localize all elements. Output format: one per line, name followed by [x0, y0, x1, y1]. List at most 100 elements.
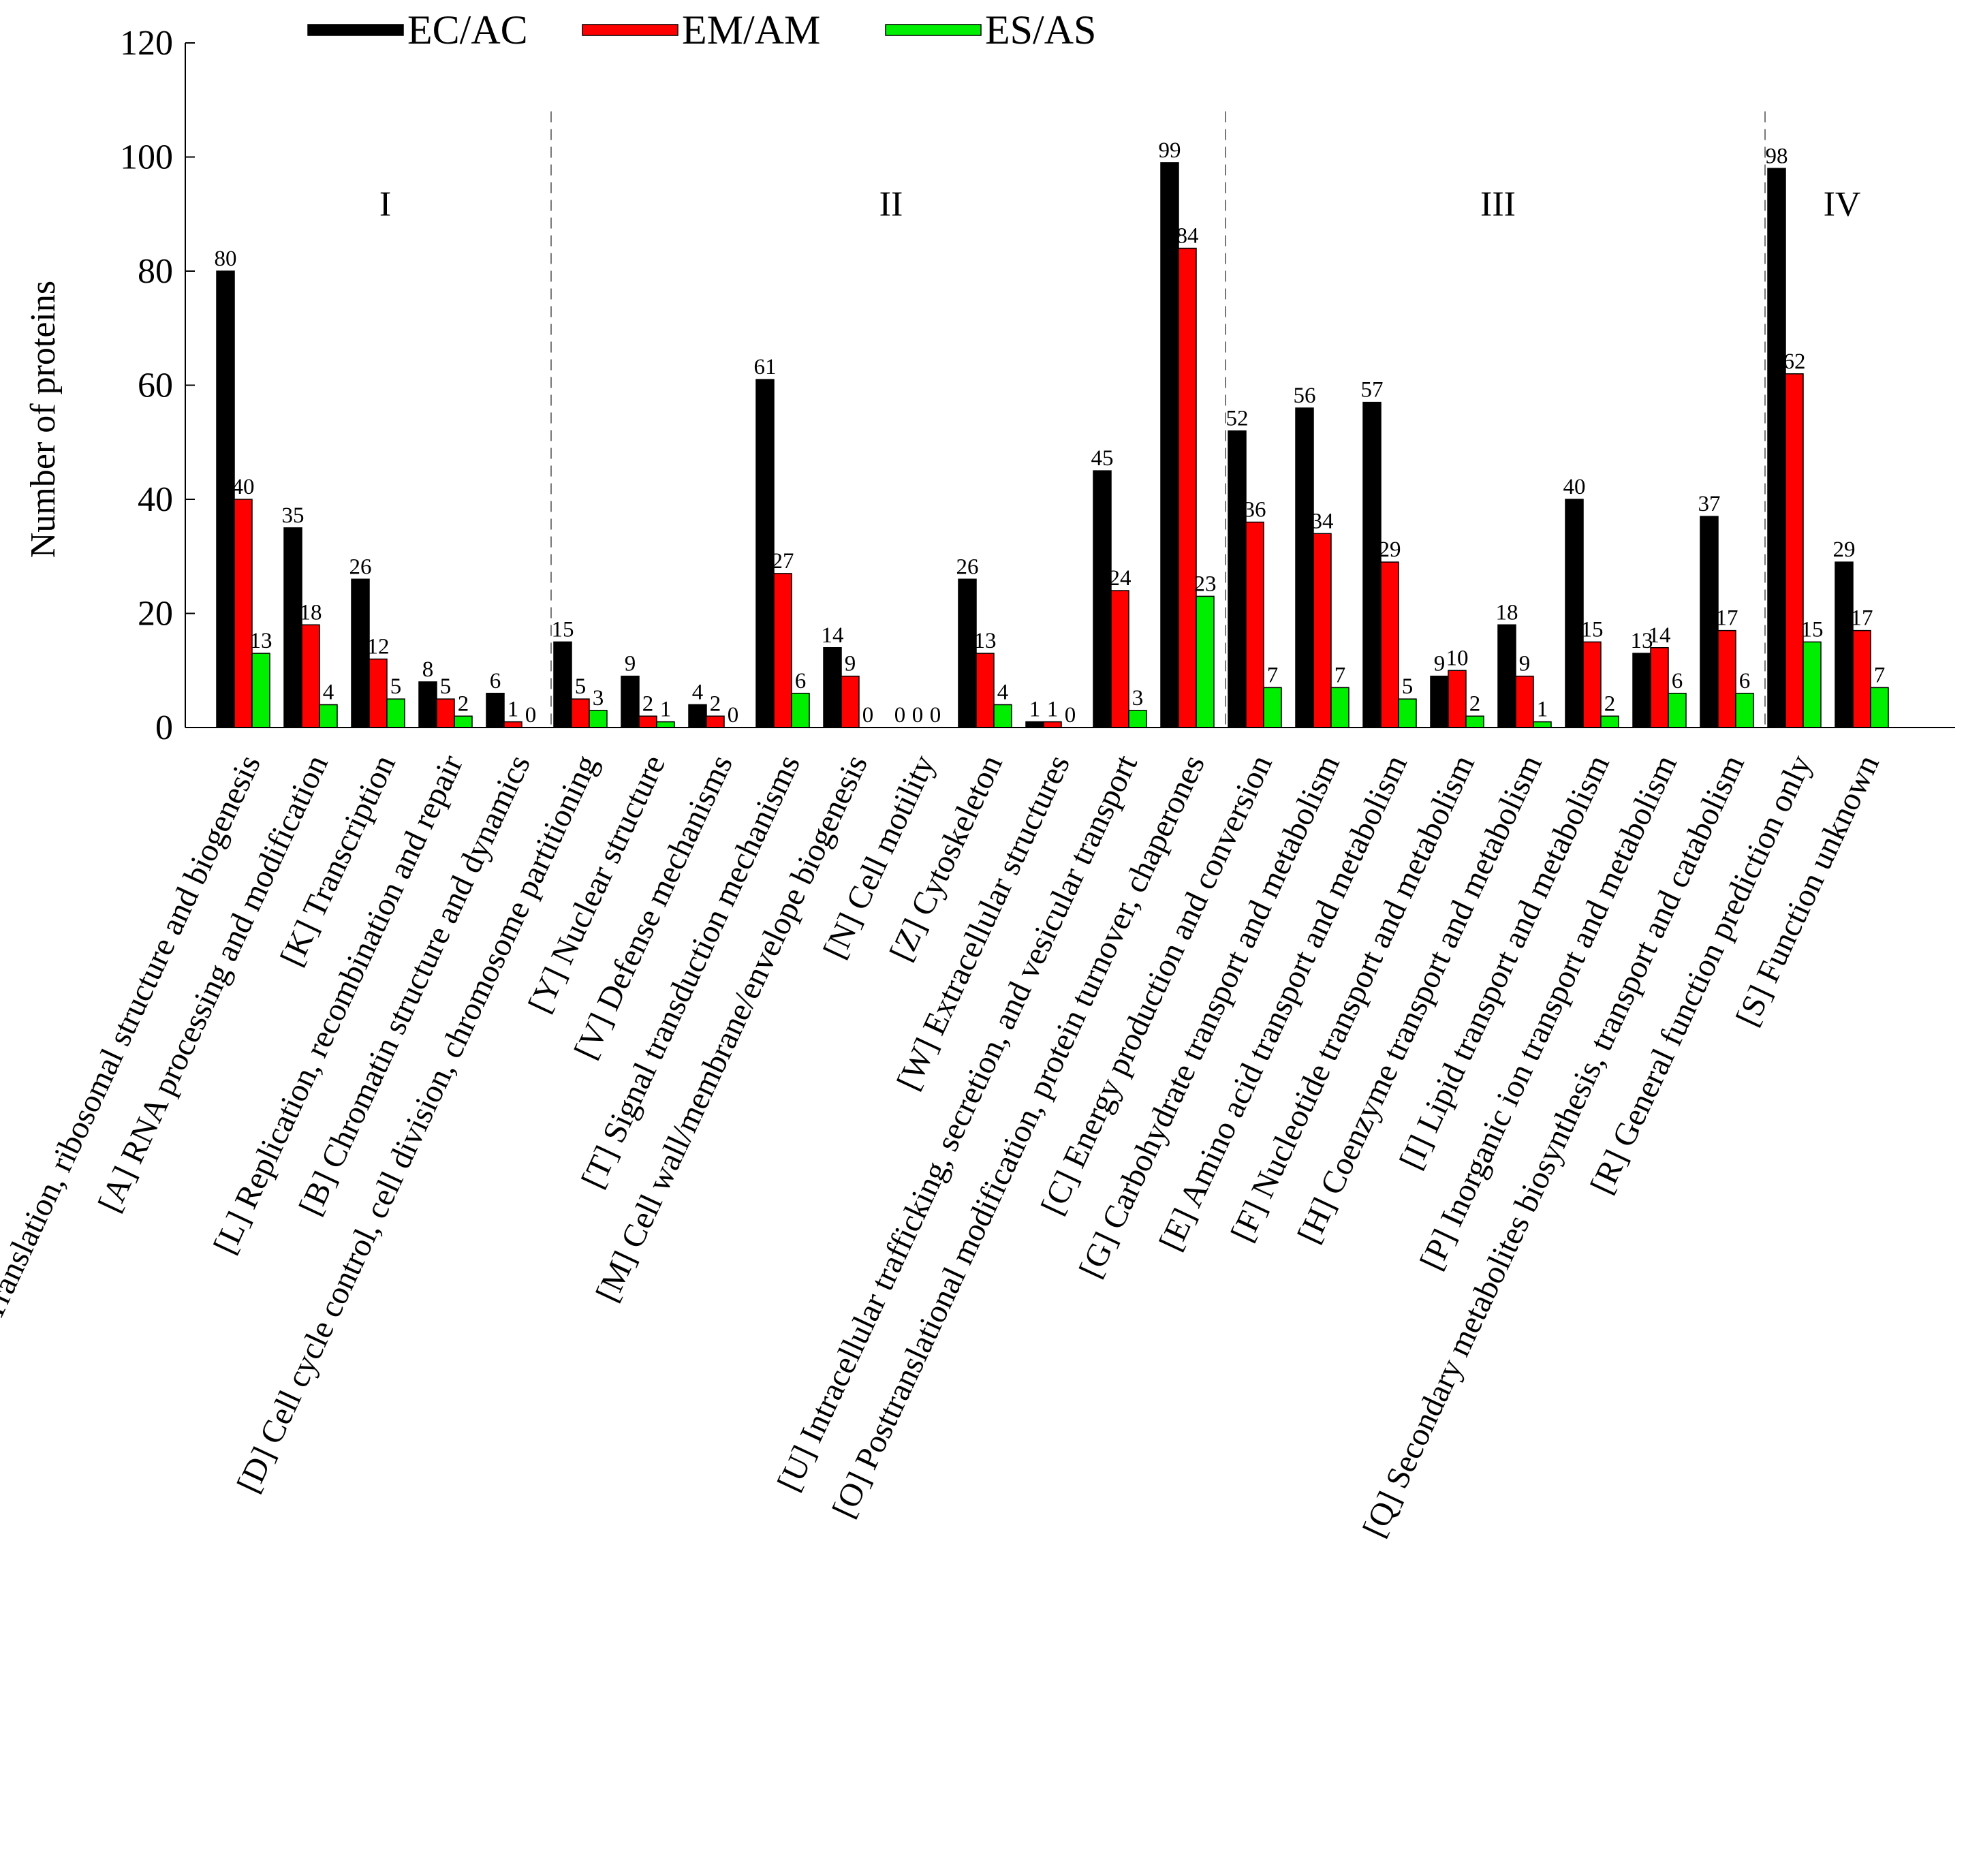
group-label: II [879, 185, 903, 223]
value-label: 14 [822, 623, 844, 648]
bar-es-as-24 [1870, 687, 1889, 728]
bar-ec-ac-7 [688, 704, 707, 728]
value-label: 24 [1109, 566, 1132, 591]
value-label: 99 [1159, 138, 1181, 163]
group-label: IV [1824, 185, 1861, 223]
bar-es-as-3 [454, 715, 473, 728]
bar-ec-ac-23 [1767, 168, 1786, 728]
value-label: 13 [250, 629, 272, 653]
value-label: 34 [1311, 509, 1334, 533]
value-label: 18 [300, 600, 322, 625]
value-label: 40 [1563, 475, 1586, 499]
bar-es-as-21 [1668, 693, 1687, 728]
value-label: 4 [323, 681, 334, 705]
value-label: 3 [593, 686, 604, 710]
bar-es-as-23 [1803, 641, 1822, 728]
value-label: 14 [1649, 623, 1671, 648]
value-label: 45 [1091, 446, 1114, 471]
bar-em-am-22 [1717, 629, 1736, 728]
bar-em-am-4 [503, 721, 522, 728]
category-label: [J] Translation, ribosomal structure and… [0, 749, 268, 1364]
legend-swatch-es-as [885, 24, 982, 36]
bar-es-as-20 [1600, 715, 1619, 728]
value-label: 62 [1783, 349, 1806, 374]
bar-es-as-18 [1465, 715, 1484, 728]
bar-em-am-24 [1852, 629, 1871, 728]
value-label: 12 [367, 635, 390, 659]
legend-label: ES/AS [985, 7, 1096, 52]
value-label: 1 [1537, 698, 1548, 722]
value-label: 0 [525, 703, 537, 728]
bar-ec-ac-13 [1093, 470, 1112, 728]
value-label: 0 [894, 703, 906, 728]
bar-es-as-8 [791, 693, 810, 728]
bar-ec-ac-16 [1295, 407, 1314, 728]
bar-em-am-5 [571, 698, 590, 728]
value-label: 4 [692, 681, 704, 705]
value-label: 0 [912, 703, 924, 728]
value-label: 9 [625, 652, 636, 676]
bar-es-as-1 [319, 704, 338, 728]
value-label: 29 [1379, 537, 1401, 562]
value-label: 9 [1519, 652, 1531, 676]
value-label: 15 [552, 617, 574, 642]
bar-ec-ac-14 [1160, 162, 1179, 728]
bar-ec-ac-22 [1700, 516, 1719, 728]
bar-em-am-11 [976, 653, 995, 728]
value-label: 1 [1047, 698, 1059, 722]
value-label: 37 [1698, 492, 1721, 516]
bar-es-as-2 [386, 698, 405, 728]
bar-ec-ac-24 [1835, 561, 1854, 728]
bar-ec-ac-1 [283, 527, 302, 728]
value-label: 13 [974, 629, 997, 653]
value-label: 0 [862, 703, 874, 728]
value-label: 80 [215, 247, 237, 271]
bar-em-am-12 [1043, 721, 1062, 728]
value-label: 9 [845, 652, 856, 676]
value-label: 13 [1631, 629, 1653, 653]
bar-em-am-19 [1515, 675, 1534, 728]
y-tick-label: 120 [120, 24, 173, 63]
bar-es-as-11 [993, 704, 1012, 728]
legend: EC/AC EM/AM ES/AS [307, 7, 1096, 52]
bar-em-am-13 [1110, 590, 1129, 728]
bar-es-as-15 [1263, 687, 1282, 728]
bar-em-am-16 [1313, 533, 1332, 728]
value-label: 17 [1851, 606, 1873, 631]
bar-ec-ac-5 [553, 641, 572, 728]
bar-es-as-14 [1196, 595, 1215, 728]
bar-em-am-23 [1785, 373, 1804, 728]
bar-ec-ac-17 [1362, 401, 1382, 728]
group-label: III [1480, 185, 1516, 223]
legend-swatch-ec-ac [307, 24, 404, 36]
y-tick-label: 60 [138, 366, 173, 405]
value-label: 0 [1065, 703, 1076, 728]
bar-em-am-14 [1178, 247, 1197, 728]
bar-em-am-17 [1380, 561, 1399, 728]
value-label: 27 [772, 549, 794, 574]
bar-em-am-2 [369, 658, 388, 728]
value-label: 2 [642, 691, 654, 716]
value-label: 6 [1739, 669, 1751, 693]
value-label: 0 [930, 703, 941, 728]
bar-ec-ac-19 [1497, 624, 1516, 728]
bar-em-am-8 [773, 573, 792, 728]
bar-em-am-21 [1650, 647, 1669, 728]
legend-label: EM/AM [682, 7, 820, 52]
value-label: 98 [1766, 144, 1788, 168]
value-label: 3 [1132, 686, 1144, 710]
legend-swatch-em-am [582, 24, 678, 36]
value-label: 7 [1267, 663, 1279, 687]
bar-es-as-19 [1533, 721, 1552, 728]
value-label: 2 [458, 691, 469, 716]
value-label: 2 [1604, 691, 1616, 716]
value-label: 18 [1496, 600, 1518, 625]
value-label: 1 [660, 698, 672, 722]
bar-es-as-5 [589, 710, 608, 728]
value-label: 6 [490, 669, 501, 693]
legend-label: EC/AC [407, 7, 528, 52]
value-label: 26 [349, 554, 372, 579]
bar-ec-ac-2 [351, 578, 370, 728]
bar-em-am-7 [706, 715, 725, 728]
value-label: 7 [1335, 663, 1346, 687]
